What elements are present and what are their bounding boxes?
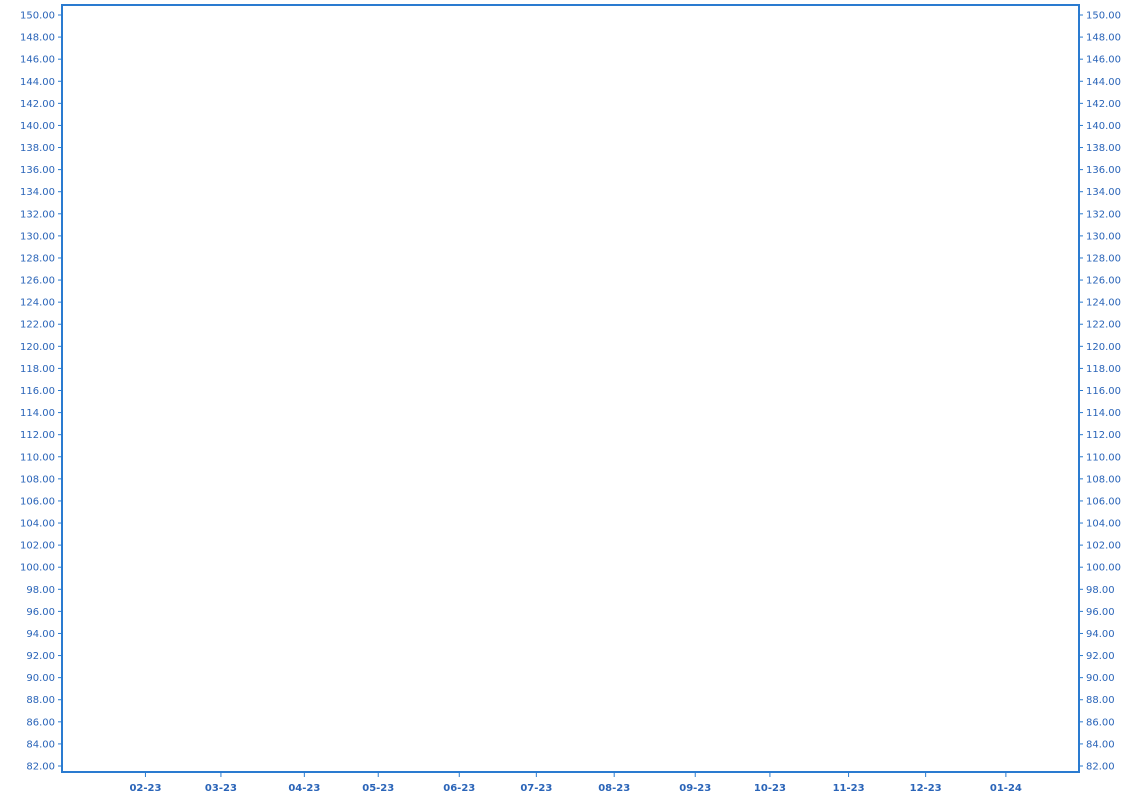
y-tick-label-right: 118.00 [1086,364,1121,375]
y-tick-label-left: 92.00 [26,651,55,662]
y-tick-label-left: 116.00 [20,386,55,397]
x-tick-label: 04-23 [288,783,320,794]
y-tick-label-left: 110.00 [20,452,55,463]
y-tick-label-right: 132.00 [1086,209,1121,220]
y-tick-label-right: 108.00 [1086,474,1121,485]
y-tick-label-right: 144.00 [1086,77,1121,88]
y-tick-label-left: 138.00 [20,143,55,154]
y-tick-label-right: 92.00 [1086,651,1115,662]
x-tick-label: 07-23 [520,783,552,794]
x-tick-label: 11-23 [833,783,865,794]
y-tick-label-right: 148.00 [1086,33,1121,44]
y-tick-label-right: 106.00 [1086,496,1121,507]
x-tick-label: 02-23 [129,783,161,794]
y-tick-label-left: 126.00 [20,276,55,287]
y-tick-label-left: 134.00 [20,187,55,198]
y-tick-label-right: 140.00 [1086,121,1121,132]
y-tick-label-right: 142.00 [1086,99,1121,110]
y-tick-label-right: 134.00 [1086,187,1121,198]
y-tick-label-left: 140.00 [20,121,55,132]
y-tick-label-left: 130.00 [20,231,55,242]
y-tick-label-left: 104.00 [20,519,55,530]
y-tick-label-right: 130.00 [1086,231,1121,242]
y-tick-label-right: 86.00 [1086,717,1115,728]
y-tick-label-right: 96.00 [1086,607,1115,618]
y-tick-label-left: 144.00 [20,77,55,88]
y-tick-label-right: 122.00 [1086,320,1121,331]
y-tick-label-left: 106.00 [20,496,55,507]
axes: 150.00 150.00 148.00 148.00 146.00 146.00 144.… [20,4,1121,794]
y-tick-label-left: 86.00 [26,717,55,728]
y-tick-label-right: 100.00 [1086,563,1121,574]
y-tick-label-left: 82.00 [26,762,55,773]
y-tick-label-right: 94.00 [1086,629,1115,640]
y-tick-label-right: 110.00 [1086,452,1121,463]
x-tick-label: 03-23 [205,783,237,794]
y-tick-label-left: 88.00 [26,695,55,706]
y-tick-label-left: 120.00 [20,342,55,353]
y-tick-label-left: 132.00 [20,209,55,220]
y-tick-label-right: 104.00 [1086,519,1121,530]
y-tick-label-right: 114.00 [1086,408,1121,419]
y-tick-label-left: 108.00 [20,474,55,485]
y-tick-label-left: 96.00 [26,607,55,618]
y-tick-label-right: 126.00 [1086,276,1121,287]
y-tick-label-right: 116.00 [1086,386,1121,397]
y-tick-label-left: 136.00 [20,165,55,176]
y-tick-label-left: 102.00 [20,541,55,552]
y-tick-label-left: 122.00 [20,320,55,331]
y-tick-label-left: 112.00 [20,430,55,441]
y-tick-label-left: 118.00 [20,364,55,375]
x-tick-label: 09-23 [679,783,711,794]
y-tick-label-right: 150.00 [1086,11,1121,22]
y-tick-label-left: 124.00 [20,298,55,309]
y-tick-label-right: 128.00 [1086,253,1121,264]
y-tick-label-right: 90.00 [1086,673,1115,684]
y-tick-label-right: 124.00 [1086,298,1121,309]
y-tick-label-right: 138.00 [1086,143,1121,154]
y-tick-label-right: 102.00 [1086,541,1121,552]
y-tick-label-right: 82.00 [1086,762,1115,773]
y-tick-label-left: 146.00 [20,55,55,66]
y-tick-label-left: 128.00 [20,253,55,264]
y-tick-label-right: 84.00 [1086,739,1115,750]
x-tick-label: 10-23 [754,783,786,794]
plot-frame [61,4,1080,773]
y-tick-label-left: 114.00 [20,408,55,419]
y-tick-label-left: 100.00 [20,563,55,574]
y-tick-label-right: 136.00 [1086,165,1121,176]
y-tick-label-right: 98.00 [1086,585,1115,596]
y-tick-label-left: 84.00 [26,739,55,750]
y-tick-label-right: 112.00 [1086,430,1121,441]
y-tick-label-right: 146.00 [1086,55,1121,66]
y-tick-label-left: 150.00 [20,11,55,22]
y-tick-label-left: 94.00 [26,629,55,640]
y-tick-label-right: 88.00 [1086,695,1115,706]
y-tick-label-left: 148.00 [20,33,55,44]
x-tick-label: 05-23 [362,783,394,794]
x-tick-label: 01-24 [990,783,1022,794]
y-tick-label-left: 90.00 [26,673,55,684]
x-tick-label: 08-23 [598,783,630,794]
x-tick-label: 06-23 [443,783,475,794]
y-tick-label-left: 142.00 [20,99,55,110]
x-tick-label: 12-23 [910,783,942,794]
y-tick-label-right: 120.00 [1086,342,1121,353]
y-tick-label-left: 98.00 [26,585,55,596]
